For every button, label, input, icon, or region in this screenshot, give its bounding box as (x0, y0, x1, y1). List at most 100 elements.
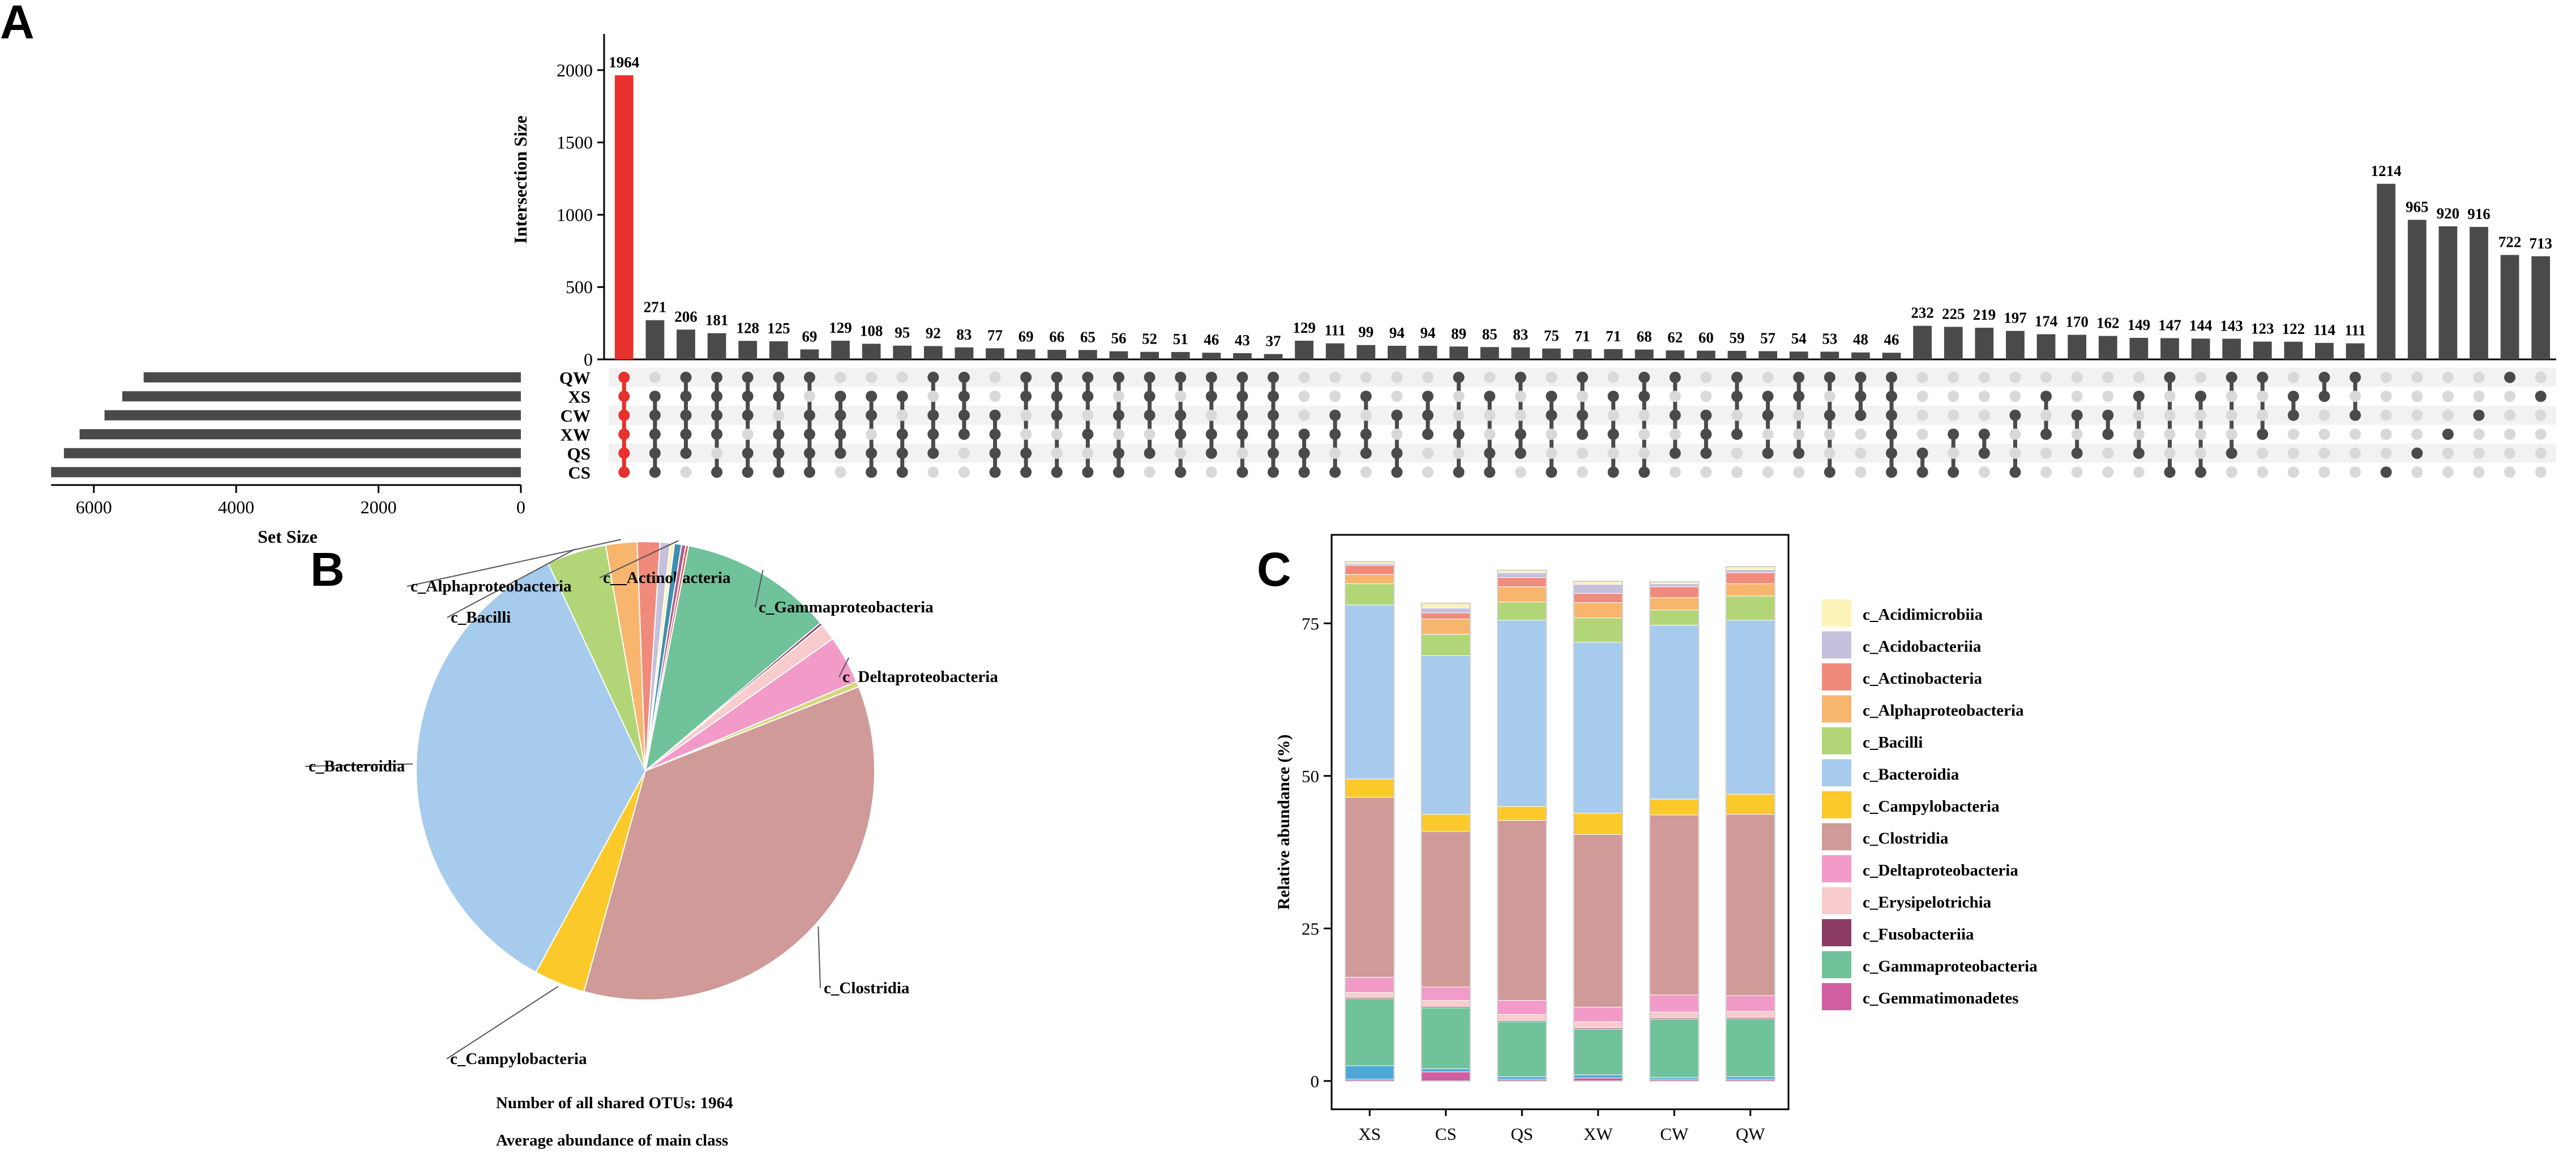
intersection-value-label: 232 (1911, 304, 1934, 321)
matrix-dot-active (1793, 447, 1805, 459)
matrix-dot-inactive (1422, 447, 1434, 459)
set-size-bar (122, 391, 521, 402)
intersection-bar (738, 341, 758, 359)
matrix-dot-inactive (1546, 428, 1557, 440)
matrix-dot-active (1916, 466, 1928, 478)
matrix-dot-active (1112, 466, 1124, 478)
matrix-dot-active (1700, 409, 1712, 421)
y-axis-title: Intersection Size (510, 115, 530, 244)
legend-swatch (1822, 727, 1851, 754)
intersection-bar (1913, 325, 1932, 359)
matrix-dot-active (1577, 428, 1588, 440)
matrix-dot-active (1762, 447, 1774, 459)
matrix-dot-inactive (2009, 391, 2021, 402)
intersection-value-label: 43 (1235, 332, 1250, 349)
matrix-dot-active (1020, 371, 1032, 383)
matrix-dot-active (1329, 428, 1341, 440)
intersection-bar (1418, 345, 1437, 359)
intersection-value-label: 37 (1265, 333, 1281, 350)
stack-segment (1421, 634, 1471, 657)
matrix-dot-active (773, 371, 785, 383)
matrix-dot-inactive (803, 391, 815, 402)
intersection-bar (2377, 183, 2396, 359)
matrix-dot-active (1112, 447, 1124, 459)
y-tick-label: 50 (1302, 766, 1319, 786)
matrix-dot-active (1824, 371, 1835, 383)
intersection-value-label: 77 (987, 327, 1003, 344)
set-size-tick-label: 6000 (76, 497, 112, 517)
matrix-dot-inactive (1484, 428, 1496, 440)
intersection-value-label: 722 (2498, 233, 2522, 250)
matrix-dot-active (2442, 428, 2454, 440)
legend-label: c_Erysipelotrichia (1863, 894, 1992, 912)
matrix-dot-active (866, 391, 878, 402)
matrix-dot-active (1422, 391, 1434, 402)
matrix-dot-inactive (2504, 428, 2516, 440)
matrix-dot-inactive (1700, 466, 1712, 478)
matrix-dot-active (2287, 391, 2299, 402)
matrix-dot-active (989, 428, 1001, 440)
matrix-dot-inactive (2226, 466, 2237, 478)
matrix-dot-inactive (1298, 391, 1310, 402)
matrix-dot-active (1886, 466, 1898, 478)
matrix-dot-inactive (2350, 447, 2361, 459)
matrix-dot-inactive (742, 428, 754, 440)
legend-label: c_Campylobacteria (1863, 797, 2000, 816)
matrix-dot-active (989, 409, 1001, 421)
legend-swatch (1822, 983, 1851, 1010)
stack-segment (1649, 597, 1699, 611)
intersection-value-label: 111 (1324, 322, 1346, 339)
matrix-dot-inactive (2380, 428, 2392, 440)
matrix-dot-active (742, 466, 754, 478)
matrix-dot-active (927, 428, 939, 440)
matrix-dot-inactive (2287, 447, 2299, 459)
intersection-value-label: 89 (1451, 325, 1466, 342)
stack-segment (1573, 602, 1623, 619)
intersection-value-label: 181 (705, 312, 729, 329)
matrix-dot-active (1267, 466, 1279, 478)
pie-slice (583, 686, 875, 1001)
legend-swatch (1822, 887, 1851, 915)
matrix-dot-active (2318, 391, 2330, 402)
intersection-bar (1975, 328, 1994, 359)
matrix-dot-active (927, 447, 939, 459)
matrix-dot-inactive (2535, 447, 2547, 459)
intersection-bar (1140, 351, 1159, 359)
matrix-dot-active (1236, 428, 1248, 440)
stack-segment (1421, 603, 1471, 608)
matrix-dot-inactive (2226, 391, 2237, 402)
matrix-dot-active (1514, 371, 1526, 383)
matrix-dot-inactive (2257, 466, 2269, 478)
intersection-value-label: 75 (1544, 327, 1559, 344)
matrix-dot-active (2318, 371, 2330, 383)
matrix-dot-inactive (2442, 466, 2454, 478)
stack-segment (1497, 820, 1547, 1001)
matrix-dot-active (1886, 371, 1898, 383)
matrix-dot-active (1391, 409, 1403, 421)
intersection-bar (2036, 334, 2056, 359)
stack-segment (1345, 977, 1394, 993)
matrix-dot-active (680, 371, 692, 383)
matrix-dot-active (2195, 391, 2207, 402)
y-tick-label: 0 (584, 349, 593, 370)
intersection-bar (1820, 351, 1839, 359)
matrix-dot-inactive (1360, 371, 1372, 383)
matrix-dot-inactive (1020, 409, 1032, 421)
intersection-bar (2500, 255, 2519, 359)
intersection-value-label: 108 (860, 322, 883, 339)
matrix-dot-active (742, 371, 754, 383)
matrix-dot-active (1267, 447, 1279, 459)
matrix-dot-active (680, 391, 692, 402)
intersection-bar (1604, 349, 1623, 359)
matrix-dot-active (1020, 466, 1032, 478)
set-size-bar (143, 372, 521, 383)
matrix-dot-active (680, 409, 692, 421)
matrix-dot-inactive (1514, 409, 1526, 421)
matrix-dot-inactive (2350, 428, 2361, 440)
matrix-dot-inactive (866, 371, 878, 383)
stack-segment (1726, 595, 1775, 621)
intersection-value-label: 46 (1204, 331, 1219, 348)
matrix-dot-inactive (1607, 447, 1619, 459)
matrix-dot-active (742, 447, 754, 459)
